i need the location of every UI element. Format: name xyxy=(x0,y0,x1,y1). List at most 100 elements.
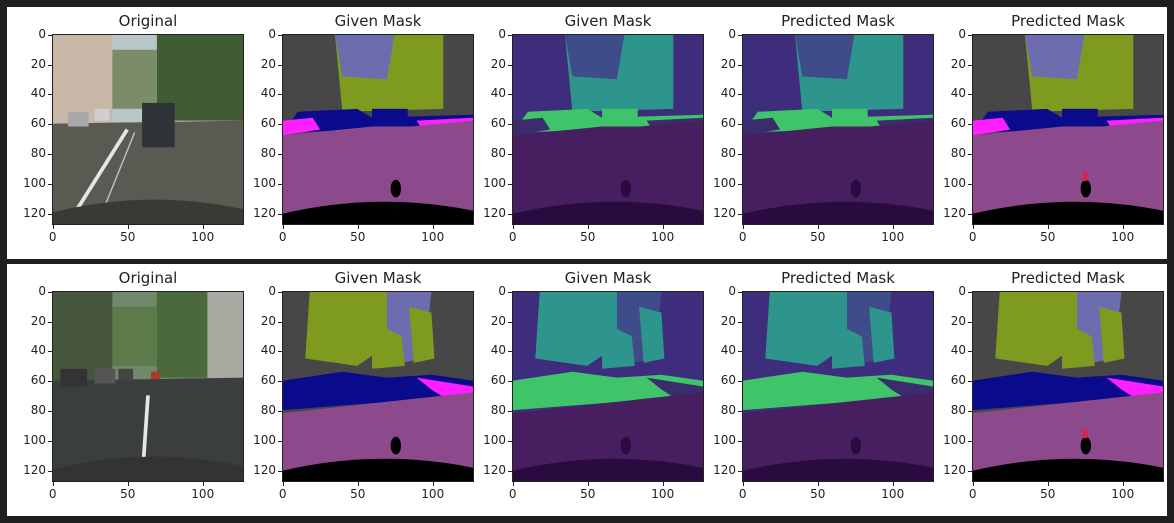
y-tick-mark xyxy=(968,381,972,383)
x-tick-mark xyxy=(972,225,974,229)
subplot-3: Given Mask 0 20 40 60 80 100 120 0 50 100 xyxy=(477,7,709,259)
x-tick-label: 50 xyxy=(350,230,366,244)
y-tick-mark xyxy=(278,411,282,413)
y-tick-label: 20 xyxy=(30,56,46,71)
y-tick-mark xyxy=(48,213,52,215)
y-tick-label: 80 xyxy=(950,146,966,161)
y-tick-label: 20 xyxy=(490,56,506,71)
x-tick-mark xyxy=(512,482,514,486)
y-tick-label: 0 xyxy=(498,283,506,298)
subplot-2: Given Mask 0 20 40 60 80 100 120 0 50 100 xyxy=(247,264,479,516)
y-tick-mark xyxy=(968,34,972,36)
x-tick-label: 100 xyxy=(1111,230,1135,244)
y-tick-mark xyxy=(738,291,742,293)
x-tick-mark xyxy=(432,482,434,486)
y-tick-mark xyxy=(738,470,742,472)
y-tick-mark xyxy=(968,291,972,293)
y-tick-label: 40 xyxy=(950,86,966,101)
y-tick-label: 120 xyxy=(483,462,506,477)
y-tick-mark xyxy=(968,213,972,215)
x-tick-mark xyxy=(662,482,664,486)
y-tick-mark xyxy=(278,64,282,66)
y-tick-label: 40 xyxy=(30,343,46,358)
segmentation-mask xyxy=(972,291,1164,482)
y-tick-mark xyxy=(278,124,282,126)
y-tick-mark xyxy=(508,94,512,96)
y-tick-label: 0 xyxy=(958,283,966,298)
x-tick-label: 0 xyxy=(278,487,287,501)
x-tick-label: 50 xyxy=(1040,230,1056,244)
figure-row-2: Original 0 20 40 60 80 100 120 0 50 100 Given Mask 0… xyxy=(7,264,1167,516)
subplot-title: Given Mask xyxy=(334,269,422,287)
y-tick-mark xyxy=(278,183,282,185)
y-tick-label: 80 xyxy=(490,146,506,161)
y-tick-mark xyxy=(968,94,972,96)
x-tick-mark xyxy=(1047,225,1049,229)
x-tick-mark xyxy=(1047,482,1049,486)
y-tick-label: 40 xyxy=(30,86,46,101)
x-tick-mark xyxy=(817,482,819,486)
x-tick-mark xyxy=(587,225,589,229)
subplot-5: Predicted Mask 0 20 40 60 80 100 120 0 50 100 xyxy=(937,7,1169,259)
y-tick-mark xyxy=(738,321,742,323)
y-tick-label: 20 xyxy=(720,313,736,328)
subplot-title: Predicted Mask xyxy=(1011,269,1125,287)
segmentation-mask xyxy=(742,34,934,225)
y-tick-label: 120 xyxy=(23,205,46,220)
subplot-1: Original 0 20 40 60 80 100 120 0 50 100 xyxy=(17,7,249,259)
subplot-4: Predicted Mask 0 20 40 60 80 100 120 0 50 100 xyxy=(707,7,939,259)
subplot-title: Given Mask xyxy=(564,269,652,287)
y-tick-label: 100 xyxy=(713,175,736,190)
y-tick-label: 100 xyxy=(713,432,736,447)
y-tick-label: 120 xyxy=(943,205,966,220)
x-tick-mark xyxy=(202,482,204,486)
y-tick-mark xyxy=(278,381,282,383)
y-tick-mark xyxy=(968,351,972,353)
x-tick-label: 50 xyxy=(580,487,596,501)
subplot-3: Given Mask 0 20 40 60 80 100 120 0 50 100 xyxy=(477,264,709,516)
y-tick-label: 100 xyxy=(943,175,966,190)
y-tick-label: 60 xyxy=(720,116,736,131)
segmentation-mask xyxy=(282,291,474,482)
y-tick-mark xyxy=(278,213,282,215)
y-tick-label: 40 xyxy=(260,343,276,358)
y-tick-label: 60 xyxy=(260,116,276,131)
y-tick-mark xyxy=(48,183,52,185)
x-tick-label: 0 xyxy=(48,487,57,501)
x-tick-label: 50 xyxy=(120,487,136,501)
figure-row-1: Original 0 20 40 60 80 100 120 0 50 100 Given Mask 0… xyxy=(7,7,1167,259)
y-tick-mark xyxy=(738,94,742,96)
y-tick-mark xyxy=(968,183,972,185)
y-tick-label: 40 xyxy=(490,86,506,101)
y-tick-mark xyxy=(278,154,282,156)
x-tick-mark xyxy=(52,225,54,229)
y-tick-mark xyxy=(738,351,742,353)
y-tick-mark xyxy=(968,154,972,156)
x-tick-mark xyxy=(432,225,434,229)
y-tick-label: 100 xyxy=(483,175,506,190)
y-tick-label: 80 xyxy=(950,403,966,418)
segmentation-mask xyxy=(742,291,934,482)
y-tick-label: 100 xyxy=(943,432,966,447)
y-tick-mark xyxy=(278,470,282,472)
y-tick-mark xyxy=(968,470,972,472)
y-tick-mark xyxy=(48,94,52,96)
subplot-title: Predicted Mask xyxy=(781,12,895,30)
segmentation-mask xyxy=(512,34,704,225)
y-tick-label: 20 xyxy=(490,313,506,328)
y-tick-mark xyxy=(278,34,282,36)
y-tick-label: 0 xyxy=(38,283,46,298)
subplot-title: Original xyxy=(118,12,178,30)
y-tick-label: 20 xyxy=(720,56,736,71)
y-tick-mark xyxy=(278,321,282,323)
y-tick-label: 40 xyxy=(950,343,966,358)
y-tick-label: 80 xyxy=(720,403,736,418)
y-tick-label: 20 xyxy=(950,313,966,328)
y-tick-mark xyxy=(48,381,52,383)
y-tick-label: 40 xyxy=(260,86,276,101)
y-tick-mark xyxy=(738,183,742,185)
y-tick-mark xyxy=(48,470,52,472)
y-tick-label: 40 xyxy=(720,86,736,101)
y-tick-label: 60 xyxy=(490,373,506,388)
y-tick-label: 100 xyxy=(23,175,46,190)
